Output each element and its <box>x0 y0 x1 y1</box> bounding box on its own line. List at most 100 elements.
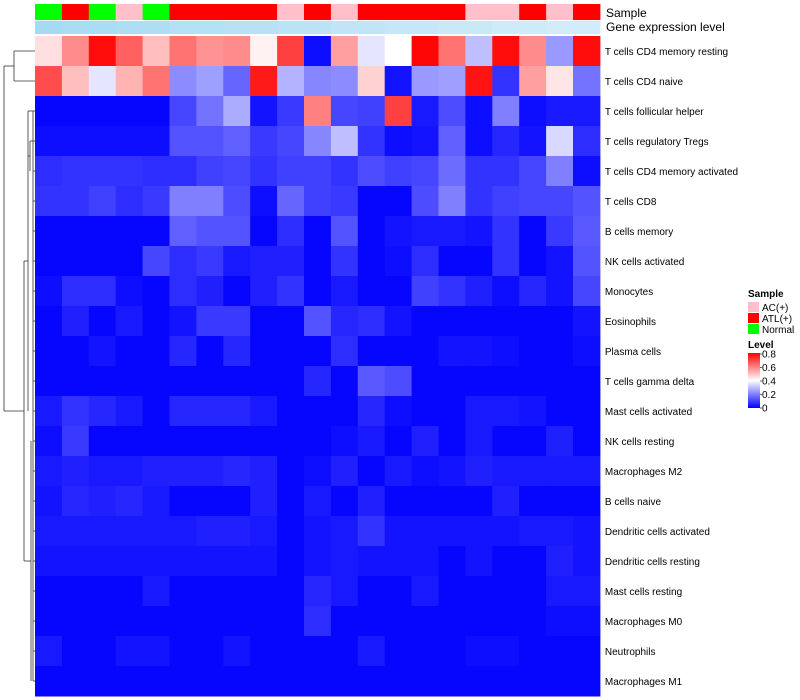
heatmap-cell <box>35 306 63 337</box>
heatmap-cell <box>277 666 305 697</box>
heatmap-cell <box>115 96 144 127</box>
heatmap-cell <box>35 486 63 517</box>
heatmap-cell <box>115 606 144 637</box>
heatmap-cell <box>304 216 332 247</box>
heatmap-cell <box>196 456 224 487</box>
heatmap-cell <box>573 666 601 697</box>
legend-level-ticks: 0.8 0.6 0.4 0.2 0 <box>760 350 776 415</box>
heatmap-cell <box>223 186 251 217</box>
sample-cell <box>438 4 466 20</box>
heatmap-cell <box>115 246 144 277</box>
level-tick-label: 0.4 <box>762 377 776 388</box>
heatmap-cell <box>492 36 520 67</box>
heatmap-cell <box>384 216 413 247</box>
heatmap-cell <box>196 126 224 157</box>
heatmap-cell <box>411 366 439 397</box>
heatmap-cell <box>438 36 466 67</box>
heatmap-cell <box>357 336 386 367</box>
heatmap-cell <box>142 216 170 247</box>
heatmap-cell <box>357 126 386 157</box>
heatmap-cell <box>115 276 144 307</box>
heatmap-cell <box>411 126 439 157</box>
heatmap-cell <box>61 216 90 247</box>
heatmap-cell <box>61 306 90 337</box>
heatmap-cell <box>196 306 224 337</box>
heatmap-cell <box>277 96 305 127</box>
heatmap-cell <box>411 486 439 517</box>
heatmap-cell <box>61 486 90 517</box>
heatmap-cell <box>277 396 305 427</box>
heatmap-cell <box>492 276 520 307</box>
track-label-gene-expression: Gene expression level <box>606 20 725 34</box>
heatmap-cell <box>492 666 520 697</box>
heatmap-cell <box>277 426 305 457</box>
heatmap-cell <box>223 516 251 547</box>
heatmap-cell <box>519 576 547 607</box>
heatmap-cell <box>492 246 520 277</box>
row-label: Plasma cells <box>605 347 661 358</box>
heatmap-cell <box>250 456 278 487</box>
heatmap-cell <box>519 366 547 397</box>
heatmap-cell <box>142 396 170 427</box>
heatmap-cell <box>330 126 359 157</box>
heatmap-cell <box>223 96 251 127</box>
legend-entry-label: AC(+) <box>762 303 788 314</box>
sample-cell <box>88 4 117 20</box>
heatmap-cell <box>438 396 466 427</box>
heatmap-cell <box>196 66 224 97</box>
heatmap-cell <box>196 246 224 277</box>
heatmap-cell <box>465 426 493 457</box>
heatmap-cell <box>88 576 117 607</box>
heatmap-cell <box>169 246 197 277</box>
heatmap-cell <box>465 546 493 577</box>
heatmap-cell <box>35 516 63 547</box>
heatmap-cell <box>35 96 63 127</box>
heatmap-cell <box>492 186 520 217</box>
row-label: B cells memory <box>605 227 673 238</box>
legend-sample-entries: AC(+)ATL(+)Normal <box>748 302 794 336</box>
heatmap-cell <box>519 636 547 667</box>
heatmap-cell <box>169 306 197 337</box>
heatmap-cells <box>35 36 601 697</box>
heatmap-cell <box>61 426 90 457</box>
heatmap-cell <box>61 66 90 97</box>
heatmap-cell <box>142 336 170 367</box>
heatmap-cell <box>384 396 413 427</box>
heatmap-cell <box>438 516 466 547</box>
heatmap-cell <box>465 366 493 397</box>
heatmap-cell <box>519 96 547 127</box>
heatmap-cell <box>438 306 466 337</box>
heatmap-cell <box>411 576 439 607</box>
heatmap-cell <box>277 336 305 367</box>
heatmap-cell <box>61 606 90 637</box>
heatmap-cell <box>169 636 197 667</box>
heatmap-cell <box>519 516 547 547</box>
heatmap-cell <box>169 96 197 127</box>
heatmap-cell <box>519 426 547 457</box>
legend: Sample AC(+)ATL(+)Normal Level 0.8 0.6 0.4… <box>748 289 794 415</box>
heatmap-cell <box>411 546 439 577</box>
heatmap-cell <box>88 606 117 637</box>
heatmap-cell <box>142 156 170 187</box>
heatmap-cell <box>223 306 251 337</box>
heatmap-cell <box>196 156 224 187</box>
heatmap-cell <box>492 576 520 607</box>
row-label: NK cells resting <box>605 437 674 448</box>
row-label: T cells follicular helper <box>605 107 704 118</box>
heatmap-cell <box>88 246 117 277</box>
heatmap-cell <box>330 396 359 427</box>
heatmap-cell <box>61 516 90 547</box>
heatmap-cell <box>88 156 117 187</box>
heatmap-cell <box>61 336 90 367</box>
heatmap-cell <box>492 336 520 367</box>
heatmap-cell <box>88 426 117 457</box>
sample-cell <box>115 4 144 20</box>
heatmap-cell <box>304 276 332 307</box>
sample-annotation-track <box>35 4 601 20</box>
heatmap-cell <box>546 276 574 307</box>
heatmap-cell <box>357 36 386 67</box>
heatmap-cell <box>277 216 305 247</box>
heatmap-cell <box>438 276 466 307</box>
heatmap-cell <box>169 456 197 487</box>
heatmap-cell <box>304 36 332 67</box>
